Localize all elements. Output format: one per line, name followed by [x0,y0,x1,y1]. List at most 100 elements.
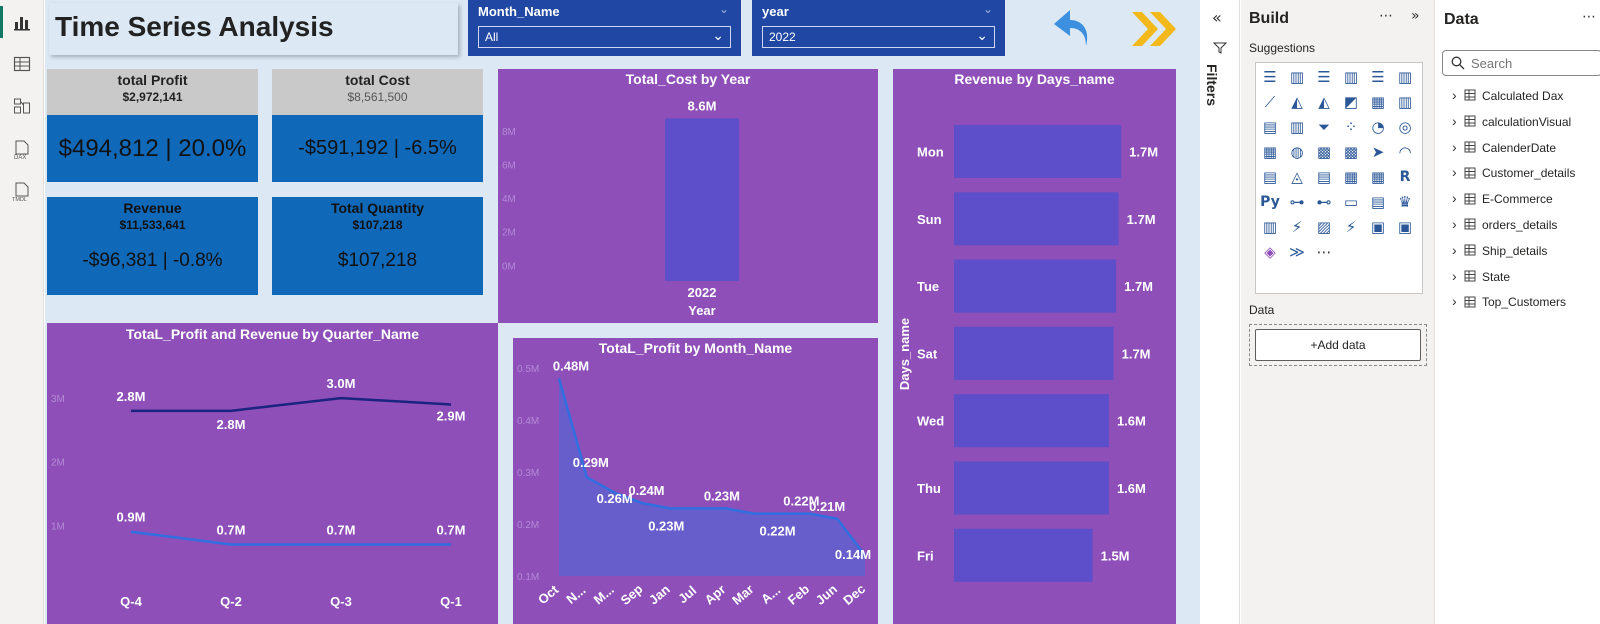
more-options-icon[interactable]: ⋯ [1582,9,1596,25]
visual-type-icon[interactable]: ☰ [1371,68,1385,86]
dax-query-icon[interactable]: DAX [10,138,34,162]
visual-type-icon[interactable]: ◈ [1264,243,1276,261]
expand-chevron-icon[interactable]: › [1452,241,1457,258]
visual-type-icon[interactable]: ▥ [1262,218,1278,236]
table-item[interactable]: › calculationVisual [1452,113,1600,130]
expand-chevron-icon[interactable]: › [1452,164,1457,181]
table-item[interactable]: › Ship_details [1452,242,1600,259]
back-arrow-icon[interactable] [1048,6,1094,52]
visual-type-icon[interactable]: ▥ [1289,68,1305,86]
kpi-name: Total Quantity [330,200,425,216]
visual-type-icon[interactable]: ▤ [1262,118,1278,136]
month-name-slicer[interactable]: Month_Name ⌄ All ⌄ [468,0,741,56]
visual-type-icon[interactable]: ⟋ [1264,93,1276,111]
visual-type-icon[interactable]: ☰ [1263,68,1277,86]
slicer-value: 2022 [769,30,796,44]
visual-type-icon[interactable]: Py [1260,194,1280,210]
visual-type-icon[interactable]: ➤ [1371,143,1385,161]
dropdown-arrow-icon[interactable]: ⌄ [712,27,724,43]
revenue-by-day-chart[interactable]: Revenue by Days_name Mon 1.7M Sun 1.7M Tue 1.… [893,69,1176,624]
table-item[interactable]: › Top_Customers [1452,293,1600,310]
visual-type-icon[interactable]: ▩ [1343,143,1359,161]
filters-label[interactable]: Filters [1204,64,1220,107]
expand-chevron-icon[interactable]: » [1411,8,1420,24]
data-label: 0.7M [437,522,466,537]
visual-type-icon[interactable]: ▦ [1262,143,1278,161]
visual-type-icon[interactable]: ⚡ [1345,218,1357,236]
expand-chevron-icon[interactable]: › [1452,216,1457,232]
filters-pane-collapsed[interactable]: « Filters [1200,0,1240,624]
visual-type-icon[interactable]: R [1399,169,1411,185]
visual-type-icon[interactable]: ⊷ [1316,193,1332,211]
more-options-icon[interactable]: ⋯ [1379,8,1393,24]
expand-chevron-icon[interactable]: › [1452,267,1457,284]
visual-type-icon[interactable]: ◭ [1291,93,1303,111]
table-item[interactable]: › orders_details [1452,216,1600,233]
expand-chevron-icon[interactable]: › [1452,190,1457,207]
collapse-chevron-icon[interactable]: « [1212,8,1222,27]
add-data-button[interactable]: +Add data [1255,329,1421,361]
table-item[interactable]: › Customer_details [1452,164,1600,181]
table-item[interactable]: › State [1452,268,1600,285]
chevron-down-icon[interactable]: ⌄ [718,2,729,16]
visual-type-icon[interactable]: ▭ [1343,193,1359,211]
expand-chevron-icon[interactable]: › [1452,138,1457,155]
visual-type-icon[interactable]: ▥ [1397,93,1413,111]
visual-type-icon[interactable]: ▦ [1370,168,1386,186]
visual-type-icon[interactable]: ♛ [1398,193,1412,211]
search-box[interactable] [1442,50,1600,76]
visual-type-icon[interactable]: ⏷ [1317,118,1330,136]
slicer-dropdown[interactable]: All ⌄ [478,26,731,48]
visual-type-icon[interactable]: ⊶ [1289,193,1305,211]
visual-type-icon[interactable]: ☰ [1317,68,1331,86]
table-view-icon[interactable] [10,52,34,76]
visual-type-icon[interactable]: ⁘ [1344,118,1358,136]
visual-type-icon[interactable]: ▩ [1316,143,1332,161]
visual-type-icon[interactable]: ◭ [1318,93,1330,111]
x-tick-label: Q-3 [330,594,352,609]
chevron-down-icon[interactable]: ⌄ [982,2,993,16]
visual-type-icon[interactable]: ▥ [1343,68,1359,86]
table-item[interactable]: › CalenderDate [1452,139,1600,156]
visual-type-icon[interactable]: ▥ [1397,68,1413,86]
expand-chevron-icon[interactable]: › [1452,87,1457,103]
search-input[interactable] [1471,54,1591,72]
visual-type-icon[interactable]: ▨ [1316,218,1332,236]
dropdown-arrow-icon[interactable]: ⌄ [976,27,988,43]
y-tick-label: Sat [917,346,938,361]
visual-type-icon[interactable]: ◠ [1398,143,1412,161]
visual-type-icon[interactable]: ▤ [1262,168,1278,186]
visual-type-icon[interactable]: ◬ [1291,168,1303,186]
double-chevron-right-icon[interactable] [1128,8,1182,50]
table-item[interactable]: › Calculated Dax [1452,87,1600,104]
expand-chevron-icon[interactable]: › [1452,293,1457,310]
visual-type-icon[interactable]: ▤ [1370,193,1386,211]
visual-type-icon[interactable]: ◍ [1290,143,1304,161]
visual-type-icon[interactable]: ▤ [1316,168,1332,186]
profit-by-month-chart[interactable]: TotaL_Profit by Month_Name 0.5M 0.4M 0.3M 0… [513,338,878,624]
y-tick-label: 8M [502,127,516,138]
visual-type-icon[interactable]: ◔ [1371,118,1385,136]
visual-type-icon[interactable]: ▦ [1370,93,1386,111]
visual-type-icon[interactable]: ▥ [1289,118,1305,136]
visual-type-icon[interactable]: ⚡ [1291,218,1303,236]
visual-type-icon[interactable]: ▦ [1343,168,1359,186]
visual-type-icon[interactable]: ▣ [1370,218,1386,236]
report-view-icon[interactable] [10,10,34,34]
visual-type-icon[interactable]: ≫ [1289,243,1305,261]
model-view-icon[interactable] [10,94,34,118]
slicer-dropdown[interactable]: 2022 ⌄ [762,26,995,48]
tmdl-view-icon[interactable]: TMDL [10,180,34,204]
table-icon [1464,244,1482,259]
table-item[interactable]: › E-Commerce [1452,190,1600,207]
x-tick-label: Jan [646,582,673,608]
cost-by-year-chart[interactable]: Total_Cost by Year 8M 6M 4M 2M 0M 8.6M 2022 Yea… [498,69,878,323]
expand-chevron-icon[interactable]: › [1452,112,1457,129]
visual-type-icon[interactable]: ◩ [1343,93,1359,111]
table-name: CalenderDate [1482,140,1557,155]
visual-type-icon[interactable]: ▣ [1397,218,1413,236]
visual-type-icon[interactable]: ⋯ [1316,243,1332,261]
profit-revenue-quarter-chart[interactable]: TotaL_Profit and Revenue by Quarter_Name… [47,323,498,624]
year-slicer[interactable]: year ⌄ 2022 ⌄ [752,0,1005,56]
visual-type-icon[interactable]: ◎ [1398,118,1412,136]
